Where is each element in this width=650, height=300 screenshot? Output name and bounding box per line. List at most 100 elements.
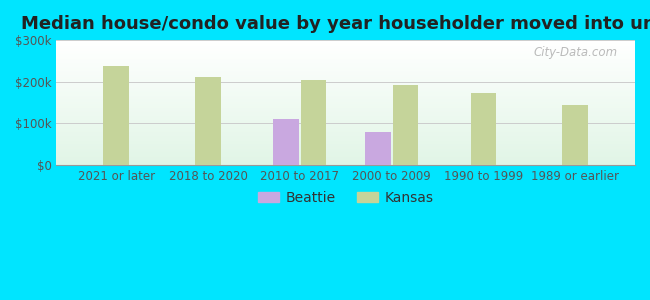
Bar: [57, 40, 635, 41]
Bar: [57, 60, 635, 61]
Bar: [57, 107, 635, 108]
Bar: [57, 147, 635, 148]
Bar: [57, 118, 635, 119]
Bar: [57, 128, 635, 129]
Bar: [57, 69, 635, 70]
Bar: [57, 135, 635, 136]
Bar: [273, 119, 299, 165]
Bar: [57, 41, 635, 42]
Bar: [57, 121, 635, 122]
Bar: [57, 164, 635, 165]
Bar: [57, 65, 635, 66]
Bar: [57, 103, 635, 104]
Bar: [57, 146, 635, 147]
Bar: [57, 94, 635, 95]
Bar: [57, 80, 635, 81]
Text: City-Data.com: City-Data.com: [534, 46, 618, 59]
Bar: [57, 73, 635, 74]
Bar: [57, 148, 635, 149]
Bar: [57, 98, 635, 99]
Bar: [57, 45, 635, 46]
Bar: [57, 89, 635, 90]
Bar: [57, 138, 635, 139]
Bar: [57, 84, 635, 85]
Bar: [365, 132, 391, 165]
Bar: [57, 131, 635, 132]
Bar: [57, 85, 635, 86]
Bar: [57, 123, 635, 124]
Bar: [57, 104, 635, 105]
Bar: [57, 157, 635, 158]
Bar: [57, 55, 635, 56]
Bar: [57, 77, 635, 78]
Bar: [57, 91, 635, 92]
Bar: [57, 57, 635, 58]
Bar: [57, 83, 635, 84]
Bar: [57, 139, 635, 140]
Bar: [57, 58, 635, 59]
Bar: [57, 132, 635, 133]
Bar: [57, 90, 635, 91]
Bar: [57, 154, 635, 155]
Bar: [57, 113, 635, 114]
Bar: [57, 50, 635, 51]
Bar: [57, 142, 635, 143]
Title: Median house/condo value by year householder moved into unit: Median house/condo value by year househo…: [21, 15, 650, 33]
Bar: [57, 44, 635, 45]
Bar: [57, 68, 635, 69]
Bar: [57, 78, 635, 79]
Bar: [57, 61, 635, 62]
Bar: [57, 111, 635, 112]
Bar: [57, 67, 635, 68]
Bar: [57, 116, 635, 117]
Bar: [57, 42, 635, 43]
Bar: [57, 163, 635, 164]
Bar: [57, 47, 635, 48]
Bar: [57, 160, 635, 161]
Bar: [57, 161, 635, 162]
Bar: [57, 122, 635, 123]
Legend: Beattie, Kansas: Beattie, Kansas: [252, 185, 439, 210]
Bar: [57, 117, 635, 118]
Bar: [57, 63, 635, 64]
Bar: [57, 108, 635, 109]
Bar: [57, 86, 635, 87]
Bar: [57, 101, 635, 102]
Bar: [57, 155, 635, 156]
Bar: [57, 119, 635, 120]
Bar: [301, 80, 326, 165]
Bar: [57, 72, 635, 73]
Bar: [57, 51, 635, 52]
Bar: [57, 76, 635, 77]
Bar: [57, 150, 635, 151]
Bar: [57, 82, 635, 83]
Bar: [57, 93, 635, 94]
Bar: [57, 95, 635, 96]
Bar: [57, 141, 635, 142]
Bar: [57, 74, 635, 75]
Bar: [57, 149, 635, 150]
Bar: [57, 96, 635, 97]
Bar: [57, 53, 635, 54]
Bar: [471, 93, 497, 165]
Bar: [57, 124, 635, 125]
Bar: [57, 129, 635, 130]
Bar: [57, 97, 635, 98]
Bar: [57, 79, 635, 80]
Bar: [57, 75, 635, 76]
Bar: [57, 102, 635, 103]
Bar: [57, 112, 635, 113]
Bar: [393, 85, 419, 165]
Bar: [57, 105, 635, 106]
Bar: [57, 99, 635, 100]
Bar: [57, 81, 635, 82]
Bar: [57, 120, 635, 121]
Bar: [57, 48, 635, 49]
Bar: [57, 56, 635, 57]
Bar: [57, 49, 635, 50]
Bar: [57, 143, 635, 144]
Bar: [57, 153, 635, 154]
Bar: [57, 52, 635, 53]
Bar: [57, 125, 635, 126]
Bar: [57, 88, 635, 89]
